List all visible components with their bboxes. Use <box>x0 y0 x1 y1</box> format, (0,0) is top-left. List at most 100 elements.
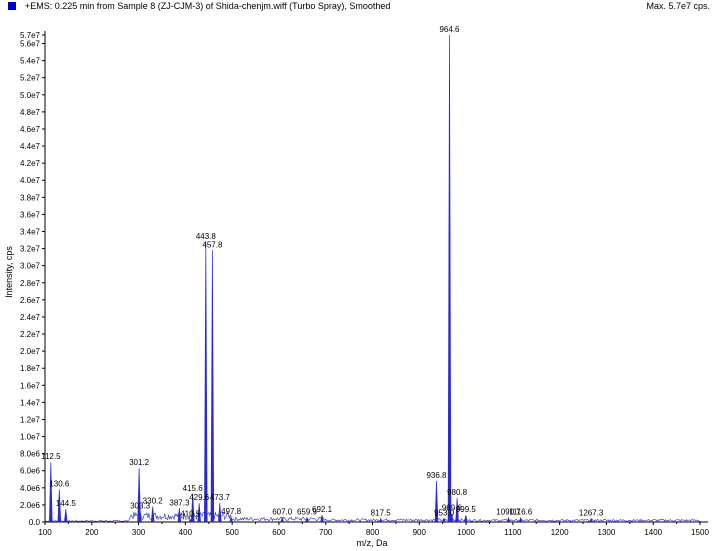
peak-line <box>204 241 208 523</box>
y-tick-label: 2.8e7 <box>20 279 41 288</box>
y-tick-label: 3.0e7 <box>20 262 41 271</box>
peak-line <box>197 503 201 523</box>
peak-line <box>455 498 459 523</box>
peak-label: 692.1 <box>312 505 333 514</box>
peak-line <box>447 34 452 523</box>
y-tick-label: 2.6e7 <box>20 296 41 305</box>
x-tick-label: 600 <box>272 528 286 537</box>
y-tick-label: 5.4e7 <box>20 57 41 66</box>
peak-label: 817.5 <box>371 509 392 518</box>
peak-label: 301.2 <box>129 458 150 467</box>
peak-label: 112.5 <box>41 452 61 461</box>
x-axis: 100 200 300 400 500 600 700 800 900 1000 1100 1200 1… <box>38 521 709 537</box>
peak-line <box>150 506 155 523</box>
y-tick-label: 4.4e7 <box>20 142 41 151</box>
y-tick-label: 2.0e6 <box>20 501 41 510</box>
peak-line <box>229 515 233 523</box>
x-tick-label: 300 <box>132 528 146 537</box>
peak-label: 607.0 <box>272 508 293 517</box>
peak-line <box>450 513 454 523</box>
y-tick-label: 4.6e7 <box>20 125 41 134</box>
y-tick-label: 2.4e7 <box>20 313 41 322</box>
legend-swatch <box>8 2 16 10</box>
peak-line <box>49 462 53 523</box>
y-tick-label: 5.7e7 <box>20 31 41 40</box>
x-tick-label: 1300 <box>598 528 616 537</box>
x-tick-label: 400 <box>179 528 193 537</box>
peak-label: 999.5 <box>456 505 477 514</box>
peak-line <box>378 517 383 523</box>
y-tick-label: 3.8e7 <box>20 193 41 202</box>
peak-label: 980.8 <box>447 488 468 497</box>
y-tick-label: 1.2e7 <box>20 415 41 424</box>
peak-label: 1116.6 <box>509 508 533 517</box>
peak-line <box>190 493 195 523</box>
y-axis-label: Intensity, cps <box>4 246 14 298</box>
peak-label: 969.6 <box>442 503 463 512</box>
y-axis: 0.0 2.0e6 4.0e6 6.0e6 8.0e6 1.0e7 1.2e7 1.4e7 1.… <box>20 31 46 527</box>
x-tick-label: 100 <box>38 528 52 537</box>
peak-line <box>442 517 446 523</box>
x-tick-label: 1500 <box>691 528 709 537</box>
x-tick-label: 1000 <box>457 528 475 537</box>
peak-line <box>57 489 62 523</box>
peak-line <box>305 516 309 523</box>
peak-label: 473.7 <box>210 493 231 502</box>
peak-label: 144.5 <box>56 499 77 508</box>
peak-line <box>210 250 215 523</box>
y-tick-label: 3.4e7 <box>20 228 41 237</box>
peak-label: 387.3 <box>169 498 190 507</box>
y-tick-label: 0.0 <box>29 518 41 527</box>
y-tick-label: 6.0e6 <box>20 467 41 476</box>
x-tick-label: 700 <box>319 528 333 537</box>
y-tick-label: 5.0e7 <box>20 91 41 100</box>
x-tick-label: 500 <box>225 528 239 537</box>
y-tick-label: 1.6e7 <box>20 381 41 390</box>
x-tick-label: 1100 <box>504 528 522 537</box>
max-intensity-label: Max. 5.7e7 cps. <box>646 1 710 11</box>
y-tick-label: 8.0e6 <box>20 450 41 459</box>
y-tick-label: 1.0e7 <box>20 433 41 442</box>
peak-label: 130.6 <box>49 480 70 489</box>
y-tick-label: 4.8e7 <box>20 108 41 117</box>
peak-line <box>320 515 324 523</box>
y-tick-label: 3.2e7 <box>20 245 41 254</box>
x-tick-label: 200 <box>85 528 99 537</box>
peak-line <box>177 508 182 523</box>
peak-label: 415.6 <box>183 484 204 493</box>
peak-label: 303.3 <box>130 502 151 511</box>
peak-label: 659.9 <box>297 508 318 517</box>
x-tick-label: 800 <box>366 528 380 537</box>
peak-label: 936.8 <box>426 471 447 480</box>
peak-line <box>218 503 222 523</box>
y-tick-label: 1.4e7 <box>20 398 41 407</box>
y-tick-label: 5.6e7 <box>20 40 41 49</box>
x-axis-label: m/z, Da <box>356 538 387 548</box>
peak-label: 443.8 <box>196 232 217 241</box>
peak-line <box>434 480 439 523</box>
peak-label: 1267.3 <box>579 509 604 518</box>
peak-label: 330.2 <box>143 497 164 506</box>
y-tick-label: 2.0e7 <box>20 347 41 356</box>
peak-line <box>64 509 68 523</box>
y-tick-label: 2.2e7 <box>20 330 41 339</box>
peak-line <box>137 468 141 523</box>
x-tick-label: 900 <box>413 528 427 537</box>
y-tick-label: 1.8e7 <box>20 364 41 373</box>
x-tick-label: 1400 <box>644 528 662 537</box>
peak-label: 964.6 <box>439 25 460 34</box>
spectrum-title: +EMS: 0.225 min from Sample 8 (ZJ-CJM-3)… <box>25 1 391 11</box>
peak-label: 1090.7 <box>496 508 521 517</box>
spectrum-trace <box>44 34 701 523</box>
x-tick-label: 1200 <box>551 528 569 537</box>
peak-line <box>589 517 593 523</box>
peak-line <box>518 516 523 523</box>
peak-line <box>464 515 468 523</box>
y-tick-label: 5.2e7 <box>20 74 41 83</box>
y-tick-label: 4.2e7 <box>20 159 41 168</box>
peak-label: 457.8 <box>202 240 223 249</box>
peak-line <box>506 516 511 523</box>
peak-line <box>280 516 284 523</box>
